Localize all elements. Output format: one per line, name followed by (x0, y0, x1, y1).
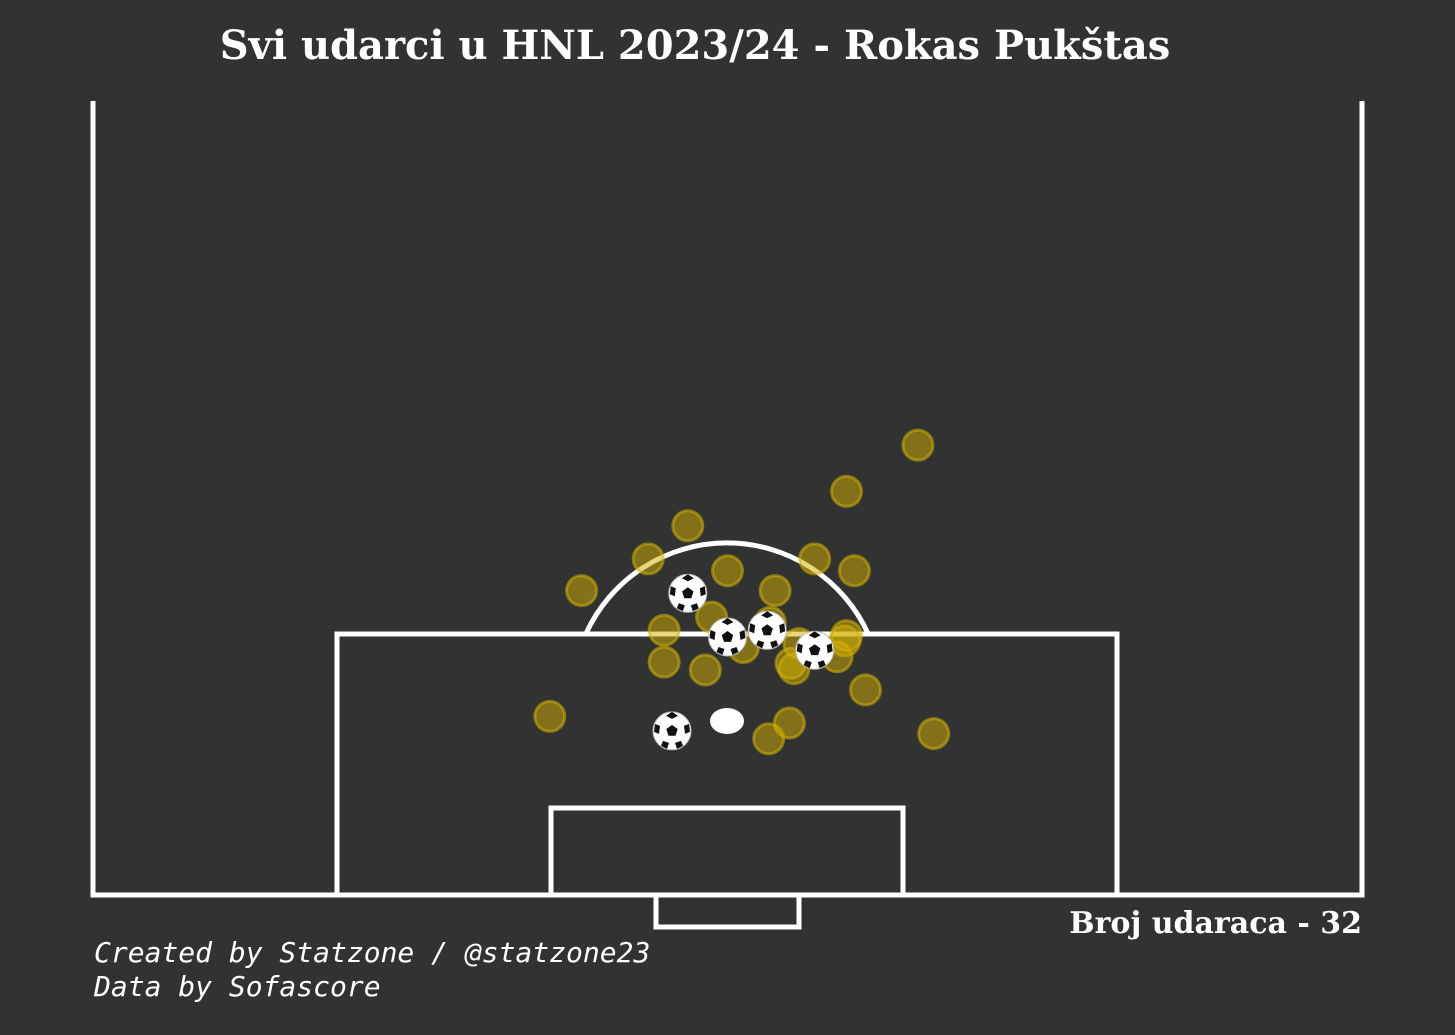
shot-count-label: Broj udaraca - 32 (1069, 906, 1362, 941)
goal (653, 892, 802, 930)
credit-created-by: Created by Statzone / @statzone23 (94, 936, 651, 969)
penalty-spot (710, 708, 744, 734)
shot-marker (901, 428, 935, 462)
goal-ball-icon (708, 617, 747, 657)
shot-marker (631, 542, 665, 576)
goal-ball-icon (652, 711, 692, 751)
shot-marker (533, 699, 567, 733)
goal-ball-icon (747, 610, 787, 650)
shot-marker (688, 653, 722, 687)
shot-marker (849, 673, 882, 707)
touchline-and-goal-line (90, 101, 1365, 898)
credit-data-source: Data by Sofascore (94, 970, 381, 1003)
shot-marker (798, 542, 832, 576)
shot-marker (837, 554, 871, 588)
shot-markers (533, 428, 951, 756)
shot-marker (752, 722, 786, 756)
shot-marker (647, 645, 681, 679)
shot-marker (830, 474, 863, 508)
penalty-area (334, 631, 1120, 898)
shot-marker (758, 574, 792, 608)
shot-marker (917, 717, 951, 751)
shot-marker (671, 509, 705, 543)
pitch-lines (90, 101, 1365, 930)
goal-ball-icon (795, 630, 835, 670)
shot-marker (647, 613, 681, 647)
credits: Created by Statzone / @statzone23 Data b… (94, 936, 650, 1004)
goal-ball-icon (668, 573, 708, 613)
six-yard-box (548, 805, 906, 898)
chart-title: Svi udarci u HNL 2023/24 - Rokas Pukštas (219, 22, 1171, 69)
penalty-arc (583, 540, 871, 636)
shot-marker (565, 574, 599, 608)
shot-marker (711, 554, 744, 588)
